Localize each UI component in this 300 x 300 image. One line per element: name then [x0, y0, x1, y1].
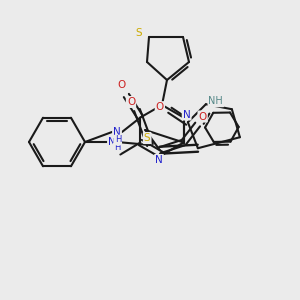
Text: H: H: [114, 143, 120, 152]
Text: N: N: [183, 110, 190, 119]
Text: S: S: [144, 133, 151, 143]
Text: S: S: [136, 28, 142, 38]
Text: N: N: [155, 155, 163, 165]
Text: O: O: [127, 97, 135, 107]
Text: H: H: [115, 136, 121, 145]
Text: O: O: [156, 102, 164, 112]
Text: O: O: [117, 80, 125, 91]
Text: N: N: [113, 127, 121, 137]
Text: NH: NH: [208, 96, 223, 106]
Text: N: N: [108, 137, 116, 147]
Text: O: O: [199, 112, 207, 122]
